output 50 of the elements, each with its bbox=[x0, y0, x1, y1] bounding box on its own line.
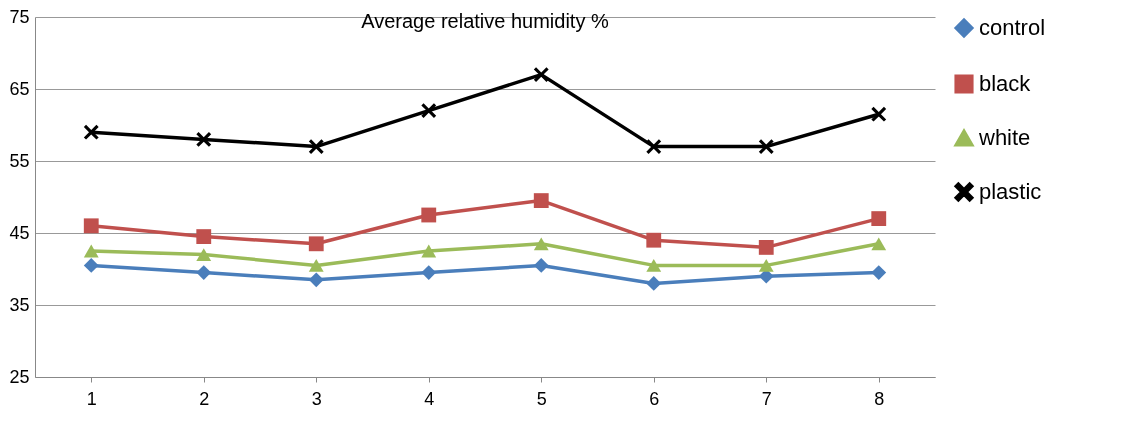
point bbox=[533, 237, 549, 251]
point bbox=[308, 236, 324, 252]
point bbox=[871, 106, 887, 122]
legend-label: control bbox=[979, 15, 1046, 40]
point bbox=[308, 258, 324, 272]
point bbox=[421, 103, 437, 119]
point bbox=[83, 124, 99, 140]
point bbox=[758, 139, 774, 155]
x-tick-label: 3 bbox=[311, 388, 322, 409]
point bbox=[646, 275, 662, 291]
x-tick-label: 4 bbox=[424, 388, 435, 409]
x-tick-label: 7 bbox=[761, 388, 772, 409]
point bbox=[308, 139, 324, 155]
point bbox=[646, 139, 662, 155]
y-tick-label: 75 bbox=[9, 6, 30, 27]
point bbox=[421, 265, 437, 281]
point bbox=[533, 257, 549, 273]
point bbox=[196, 229, 212, 245]
point bbox=[758, 239, 774, 255]
point bbox=[196, 248, 212, 262]
point bbox=[308, 272, 324, 288]
point bbox=[646, 232, 662, 248]
y-tick-label: 35 bbox=[9, 294, 30, 315]
point bbox=[83, 244, 99, 258]
point bbox=[196, 131, 212, 147]
legend-label: white bbox=[978, 125, 1031, 150]
point bbox=[83, 218, 99, 234]
y-tick-label: 65 bbox=[9, 78, 30, 99]
point bbox=[871, 211, 887, 227]
x-tick-label: 6 bbox=[649, 388, 660, 409]
chart-title: Average relative humidity % bbox=[361, 10, 609, 32]
point bbox=[871, 237, 887, 251]
x-tick-label: 1 bbox=[86, 388, 97, 409]
point bbox=[83, 257, 99, 273]
legend-label: plastic bbox=[979, 179, 1042, 204]
y-tick-label: 55 bbox=[9, 150, 30, 171]
point bbox=[533, 193, 549, 209]
point bbox=[646, 258, 662, 272]
point bbox=[421, 207, 437, 223]
x-tick-label: 8 bbox=[874, 388, 885, 409]
point bbox=[871, 265, 887, 281]
point bbox=[196, 265, 212, 281]
point bbox=[758, 258, 774, 272]
legend-label: black bbox=[979, 71, 1032, 96]
x-tick-label: 2 bbox=[199, 388, 210, 409]
y-tick-label: 25 bbox=[9, 366, 30, 387]
point bbox=[421, 244, 437, 258]
y-tick-label: 45 bbox=[9, 222, 30, 243]
point bbox=[533, 67, 549, 83]
x-tick-label: 5 bbox=[536, 388, 547, 409]
